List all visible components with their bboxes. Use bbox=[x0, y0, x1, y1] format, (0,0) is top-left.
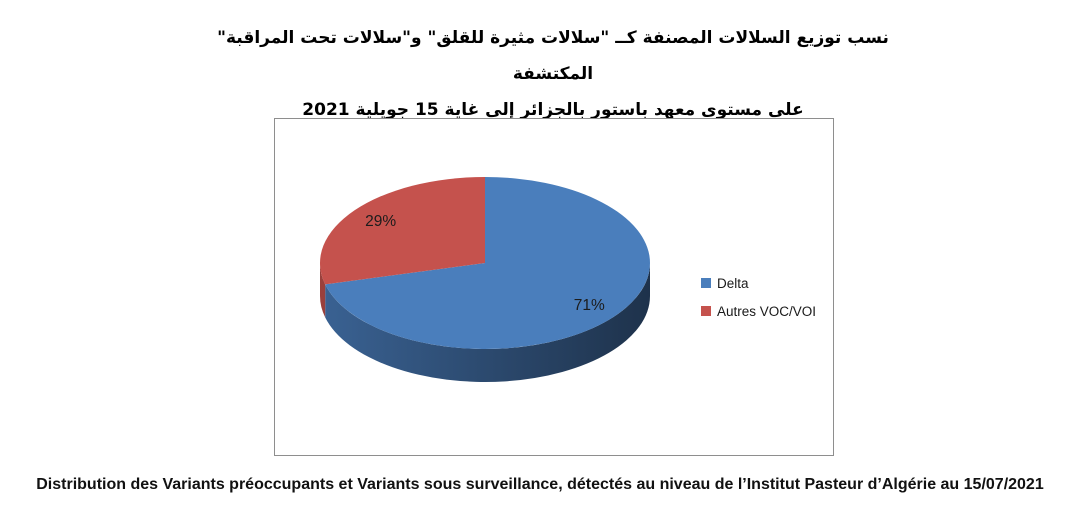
legend-item-autres-voc-voi: Autres VOC/VOI bbox=[701, 297, 816, 325]
legend-label: Delta bbox=[717, 275, 749, 291]
figure-caption: Distribution des Variants préoccupants e… bbox=[36, 476, 1044, 493]
pie-slice-side-delta bbox=[325, 263, 650, 383]
legend-item-delta: Delta bbox=[701, 269, 816, 297]
pie-slice-delta bbox=[325, 177, 650, 349]
chart-plot-area: 71% 29% Delta Autres VOC/VOI bbox=[274, 118, 834, 456]
legend-label: Autres VOC/VOI bbox=[717, 303, 817, 319]
pie-slice-autres-voc-voi bbox=[319, 177, 485, 285]
pie-slice-side-autres-voc-voi bbox=[320, 263, 326, 318]
chart-title: نسب توزيع السلالات المصنفة كــ "سلالات م… bbox=[202, 20, 904, 128]
chart-title-line-1: نسب توزيع السلالات المصنفة كــ "سلالات م… bbox=[217, 28, 889, 84]
legend-swatch-icon bbox=[701, 306, 711, 316]
pie-chart: 71% 29% bbox=[319, 177, 650, 383]
legend-swatch-icon bbox=[701, 278, 711, 288]
chart-legend: Delta Autres VOC/VOI bbox=[701, 269, 816, 325]
slice-label-autres-voc-voi: 29% bbox=[365, 213, 396, 230]
slice-label-delta: 71% bbox=[574, 297, 605, 314]
chart-title-line-2: على مستوى معهد باستور بالجزائر إلى غاية … bbox=[302, 100, 804, 120]
